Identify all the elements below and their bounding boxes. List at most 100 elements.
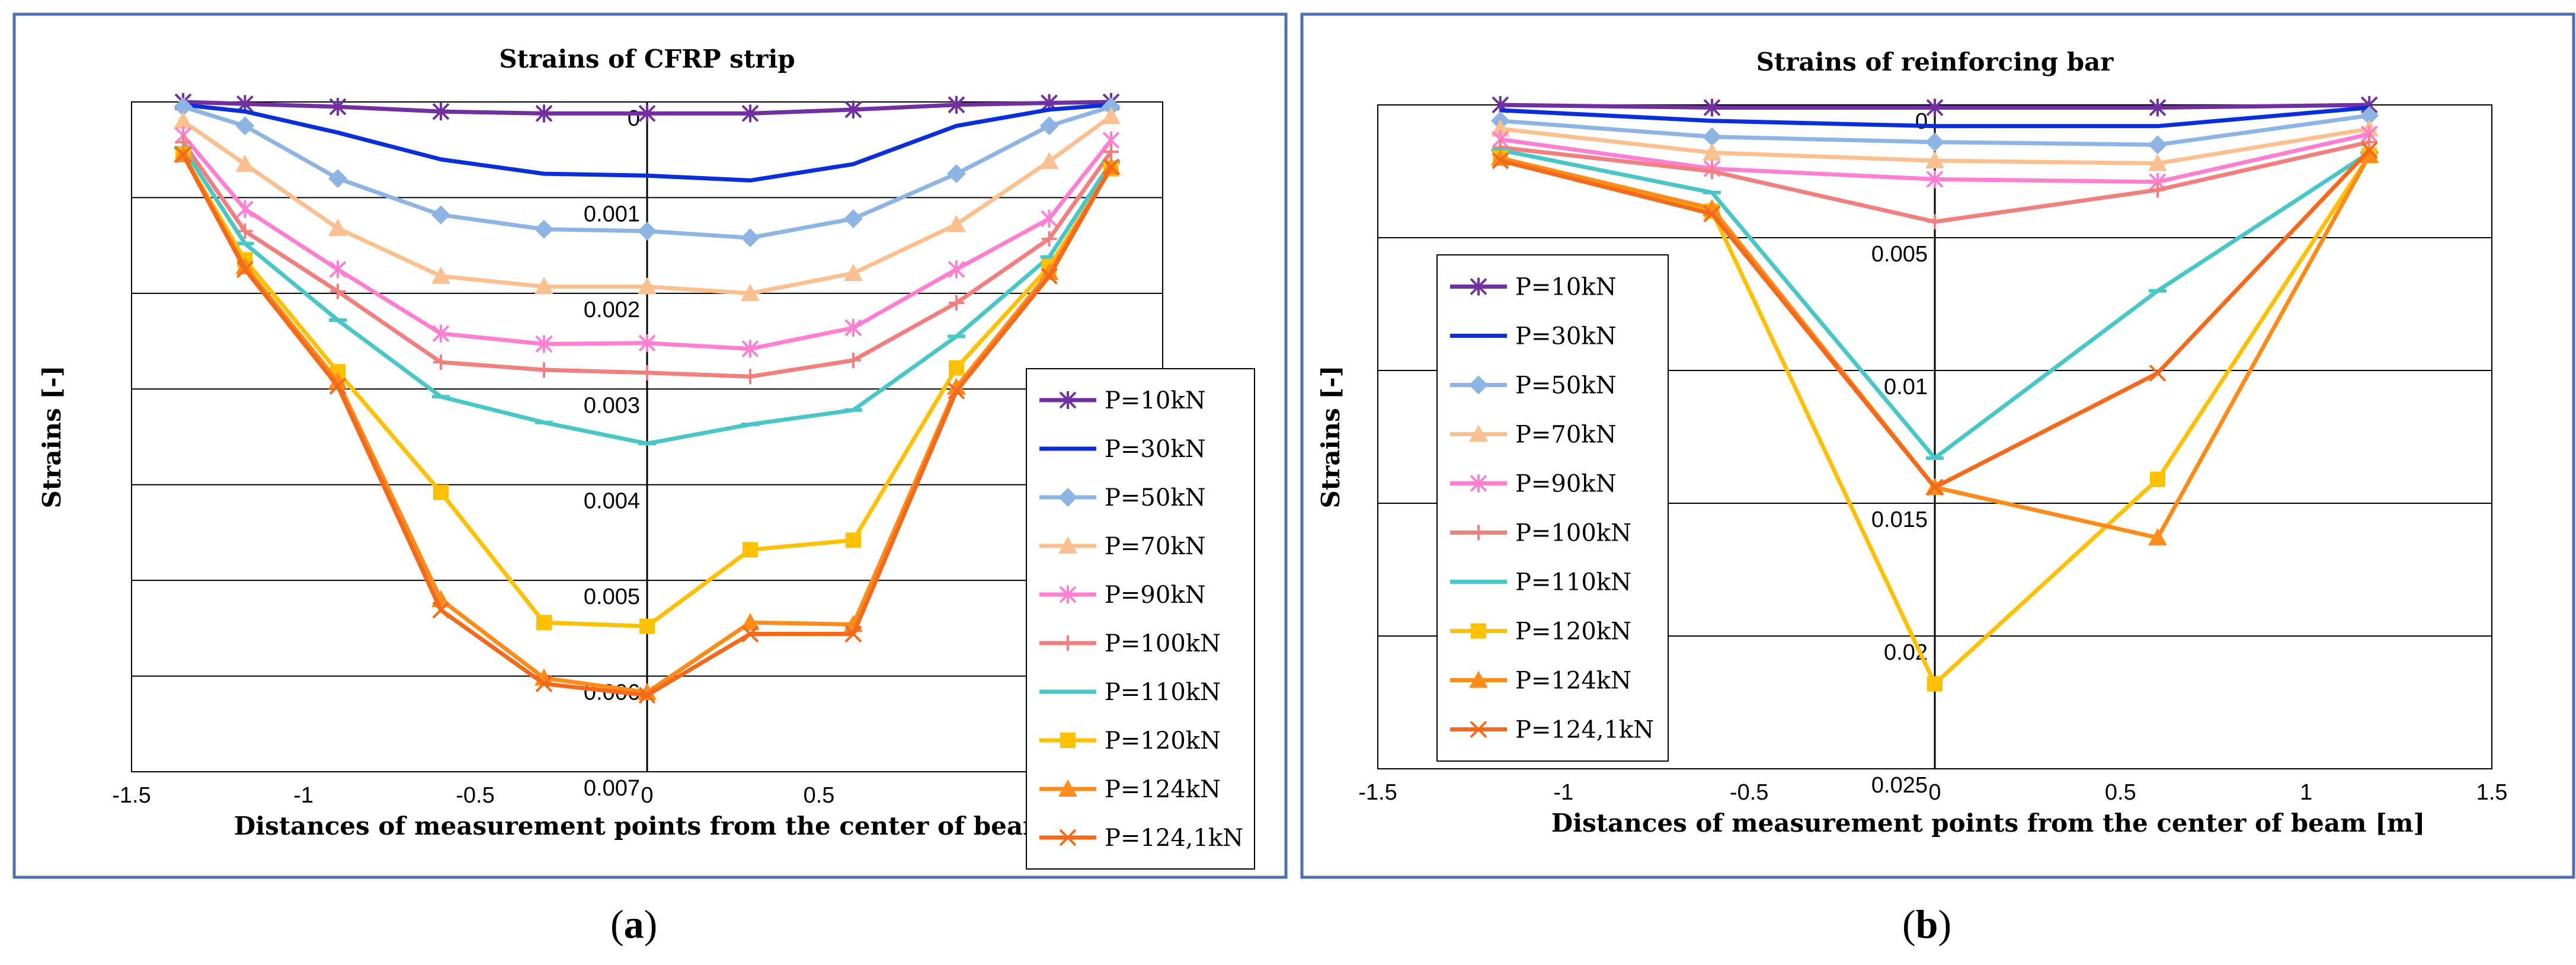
chart-b-legend-label: P=30kN [1515, 323, 1617, 350]
chart-a-point [949, 295, 964, 311]
chart-b-legend-marker [1471, 525, 1486, 541]
chart-a-point [237, 223, 253, 239]
chart-a-point [639, 618, 655, 634]
chart-b-point [1926, 478, 1944, 496]
chart-a-point [235, 116, 255, 136]
chart-b-point [2360, 141, 2378, 159]
chart-a-y-tick-label: 0.007 [584, 776, 640, 801]
chart-a-legend-marker [1058, 536, 1077, 554]
chart-a-legend-label: P=124kN [1105, 776, 1221, 803]
chart-a-series-p-30kn [183, 103, 1112, 183]
chart-a-point [947, 378, 966, 395]
chart-b-point [2150, 182, 2165, 198]
chart-a-series-p-120kn [175, 146, 1119, 634]
chart-a-y-tick-label: 0.005 [584, 584, 640, 609]
chart-b-legend-marker [1470, 474, 1487, 493]
chart-b-point [2360, 106, 2379, 125]
chart-a-point [949, 360, 964, 376]
chart-a-point [844, 625, 862, 643]
chart-a-point [741, 283, 760, 301]
chart-b-series-p-90kn [1492, 125, 2378, 191]
chart-a-point [638, 686, 656, 704]
chart-a-legend-label: P=50kN [1105, 484, 1206, 512]
chart-a-point [174, 97, 193, 117]
chart-b-series-p-30kn [1500, 106, 2370, 129]
chart-a-point [948, 382, 965, 400]
chart-a-point [846, 532, 861, 548]
chart-a-point [536, 362, 552, 378]
chart-b-point [1490, 119, 1510, 137]
chart-a-x-tick-label: -0.5 [456, 783, 494, 808]
chart-b-point [1925, 132, 1944, 152]
chart-a-point [1102, 158, 1120, 176]
chart-a-point [1041, 267, 1058, 285]
chart-b-point [1492, 152, 1509, 170]
chart-a-title: Strains of CFRP strip [499, 44, 795, 74]
chart-a-point [433, 354, 449, 370]
caption-a: (a) [610, 901, 657, 948]
chart-a-series-p-50kn [174, 97, 1121, 248]
chart-b-point [1703, 205, 1721, 223]
chart-b-point [1703, 98, 1721, 117]
chart-b-legend-marker [1469, 375, 1488, 395]
chart-a-point [329, 378, 347, 395]
chart-a-legend-label: P=124,1kN [1105, 825, 1243, 852]
chart-a-point [844, 318, 862, 337]
chart-b-y-tick-label: 0.015 [1871, 507, 1928, 532]
chart-a-y-label: Strains [-] [37, 365, 66, 508]
chart-a-point [743, 369, 758, 385]
chart-b-legend-label: P=110kN [1515, 569, 1631, 596]
chart-b-legend-label: P=124kN [1515, 667, 1631, 695]
chart-a-legend-label: P=110kN [1105, 679, 1221, 706]
chart-a-point [174, 146, 192, 164]
chart-a-point [432, 324, 450, 343]
chart-b-point [1926, 98, 1944, 117]
chart-a-point [844, 263, 863, 281]
chart-b-legend-marker [1471, 623, 1486, 639]
chart-b-legend-marker [1470, 721, 1487, 738]
caption-b-close: ) [1938, 902, 1952, 947]
chart-a-legend-label: P=100kN [1105, 630, 1221, 657]
chart-b-legend-label: P=50kN [1515, 372, 1617, 400]
chart-a-point [844, 209, 863, 228]
chart-a-point [638, 104, 656, 123]
chart-a-legend-marker [1060, 635, 1076, 651]
chart-a-point [433, 484, 449, 500]
chart-b-x-tick-label: 0 [1928, 780, 1941, 805]
chart-a-point [741, 613, 760, 631]
chart-a-point [329, 98, 347, 116]
chart-b-y-tick-label: 0 [1915, 109, 1928, 134]
chart-a-legend-marker [1058, 488, 1077, 507]
chart-a-legend-label: P=120kN [1105, 727, 1221, 755]
chart-a-svg: -1.5 -1 -0.5 0 0.5 0 0.001 0.002 0.003 0.004 0.005… [12, 12, 1288, 879]
chart-b-point [2148, 154, 2167, 171]
chart-a-series-p-124-1kn [174, 146, 1120, 704]
chart-b-legend-label: P=90kN [1515, 471, 1617, 498]
chart-a-point [1041, 231, 1057, 247]
chart-b-x-tick-label: 1 [2300, 780, 2312, 805]
chart-a-point [236, 261, 254, 278]
chart-a-point [1039, 116, 1059, 136]
chart-a-point [743, 542, 758, 558]
chart-a-point [947, 215, 966, 232]
chart-b-title: Strains of reinforcing bar [1756, 47, 2114, 76]
chart-a-legend-label: P=30kN [1105, 436, 1206, 463]
chart-a-legend-label: P=90kN [1105, 581, 1206, 609]
chart-b-y-label: Strains [-] [1316, 365, 1345, 508]
chart-b-series-p-50kn [1490, 106, 2379, 155]
chart-a-point [846, 352, 861, 368]
chart-a-point [741, 340, 759, 358]
caption-b-letter: b [1915, 902, 1938, 947]
chart-a-point [638, 334, 656, 352]
chart-b-svg: -1.5 -1 -0.5 0 0.5 1 1.500.0050.010.0150.020.0… [1300, 12, 2575, 879]
chart-a-y-tick-label: 0.001 [584, 202, 640, 226]
chart-a-point [1102, 97, 1121, 117]
caption-a-close: ) [644, 902, 658, 947]
chart-a-point [174, 111, 193, 129]
chart-b-legend-label: P=120kN [1515, 618, 1631, 646]
chart-a-legend-marker [1059, 586, 1077, 603]
chart-a-point [639, 365, 655, 381]
chart-a-legend-label: P=70kN [1105, 533, 1206, 560]
chart-a-point [535, 675, 553, 692]
chart-b-point [2149, 98, 2167, 117]
